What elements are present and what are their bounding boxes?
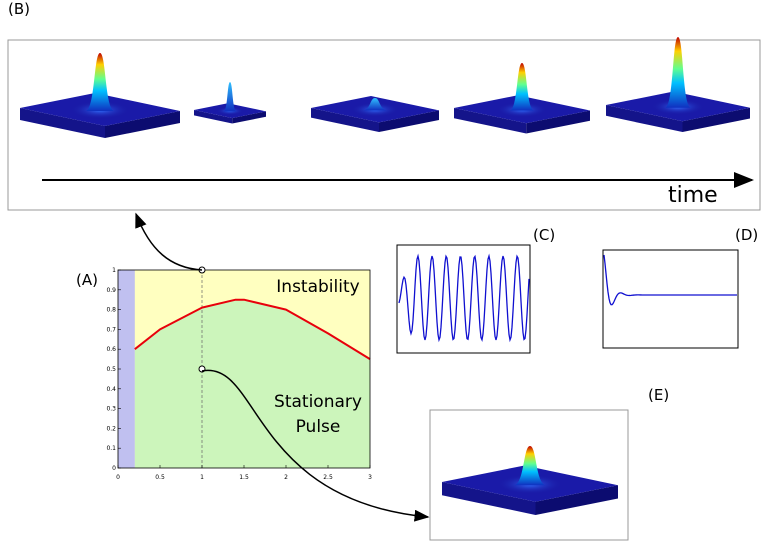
surface-side <box>442 482 536 515</box>
surface-peak <box>510 63 534 111</box>
y-tick-label: 0.3 <box>106 406 116 413</box>
stationary-region <box>134 299 370 468</box>
y-tick-label: 0.9 <box>106 287 116 294</box>
region-label: Stationary <box>274 392 362 412</box>
x-tick-label: 0 <box>116 474 120 481</box>
panel-label: (C) <box>533 226 555 244</box>
arrow <box>135 212 203 271</box>
y-tick-label: 0.6 <box>106 346 116 353</box>
chart-a: 0 0.5 1 1.5 2 2.5 3 0 0.1 0.2 0.3 0.4 0.5 0.6 0.7 0.8 0.… <box>106 266 372 481</box>
surface-peak <box>665 37 691 108</box>
blue-region <box>118 270 135 468</box>
x-tick-label: 2 <box>284 474 288 481</box>
surface-side <box>682 107 750 132</box>
surface-side <box>606 105 683 132</box>
surface-peak <box>514 446 546 486</box>
damped-oscillation <box>603 254 737 306</box>
surface-side <box>232 111 266 124</box>
panel-label: (B) <box>8 0 30 18</box>
surface-peak <box>86 53 114 111</box>
surfaces <box>20 37 750 515</box>
arrow <box>201 369 430 522</box>
region-label: Pulse <box>296 417 341 437</box>
surface-side <box>194 110 233 124</box>
y-tick-label: 0.7 <box>106 326 116 333</box>
x-tick-label: 1 <box>200 474 204 481</box>
y-tick-label: 0.2 <box>106 425 116 432</box>
surface-side <box>454 108 527 134</box>
panel-d-frame <box>602 249 739 349</box>
panel-label: (E) <box>648 386 669 404</box>
surface-peak <box>223 82 237 112</box>
region-label: Instability <box>276 277 359 297</box>
y-tick-label: 1 <box>112 267 116 274</box>
surface-side <box>379 110 439 132</box>
surface-side <box>526 110 590 134</box>
y-tick-label: 0 <box>112 465 116 472</box>
surface-side <box>105 111 180 138</box>
panel-c-frame <box>396 244 531 354</box>
surface-side <box>535 485 618 515</box>
oscillation <box>398 253 530 343</box>
surface-peak <box>363 98 387 111</box>
x-tick-label: 3 <box>368 474 372 481</box>
y-tick-label: 0.4 <box>106 386 116 393</box>
y-tick-label: 0.8 <box>106 307 116 314</box>
panel-label: (A) <box>76 271 98 289</box>
y-tick-label: 0.1 <box>106 445 116 452</box>
surface-side <box>20 108 105 138</box>
panel-b-frame <box>7 39 761 211</box>
x-tick-label: 1.5 <box>239 474 249 481</box>
panel-label: (D) <box>735 226 758 244</box>
surface-side <box>311 108 379 132</box>
x-tick-label: 0.5 <box>155 474 165 481</box>
time-label: time <box>668 183 718 208</box>
y-tick-label: 0.5 <box>106 366 116 373</box>
x-tick-label: 2.5 <box>323 474 333 481</box>
boundary-curve <box>134 298 371 360</box>
panel-e-frame <box>429 409 629 541</box>
